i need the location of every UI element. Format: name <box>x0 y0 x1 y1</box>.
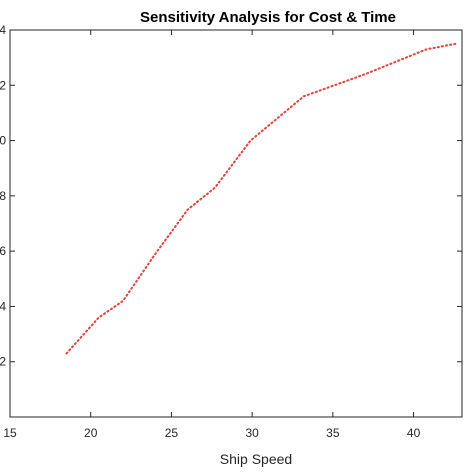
x-tick-label: 20 <box>84 426 98 440</box>
series-layer <box>65 42 457 355</box>
plot-frame <box>9 29 463 418</box>
y-tick-label: 2 <box>0 355 6 369</box>
chart-title: Sensitivity Analysis for Cost & Time <box>140 9 396 26</box>
y-tick-label: 6 <box>0 244 6 258</box>
x-axis-ticks: 15 20 25 30 35 40 <box>3 30 421 440</box>
y-tick-label: 12 <box>0 78 6 92</box>
x-tick-label: 35 <box>326 426 340 440</box>
y-tick-label: 14 <box>0 23 6 37</box>
x-tick-label: 30 <box>245 426 259 440</box>
y-tick-label: 4 <box>0 299 6 313</box>
x-tick-label: 25 <box>165 426 179 440</box>
y-tick-label: 8 <box>0 189 6 203</box>
x-tick-label: 40 <box>407 426 421 440</box>
x-tick-label: 15 <box>3 426 17 440</box>
x-axis-label: Ship Speed <box>220 451 292 467</box>
y-axis-ticks: 2 4 6 8 10 12 14 <box>0 23 462 369</box>
series-line <box>65 42 457 355</box>
plot-axes <box>9 29 463 418</box>
y-tick-label: 10 <box>0 134 6 148</box>
